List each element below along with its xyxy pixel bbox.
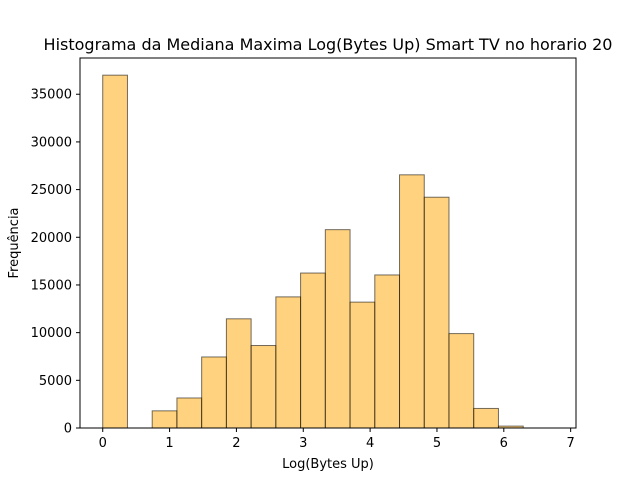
histogram-bar-0 (102, 74, 128, 429)
plot-frame (79, 57, 577, 429)
x-tick-label: 6 (500, 436, 508, 451)
histogram-bar-15 (473, 407, 499, 429)
chart-title: Histograma da Mediana Maxima Log(Bytes U… (44, 35, 613, 54)
histogram-bar-2 (151, 410, 178, 429)
histogram-bar-10 (349, 301, 376, 429)
x-tick-label: 1 (165, 436, 173, 451)
histogram-bars (102, 74, 524, 429)
x-tick-label: 3 (299, 436, 307, 451)
histogram-bar-14 (448, 333, 475, 429)
y-axis: 0 5000 10000 15000 20000 25000 30000 35000 (31, 88, 80, 437)
x-axis: 0 1 2 3 4 5 6 7 (99, 428, 575, 451)
y-tick-label: 35000 (31, 88, 72, 103)
x-axis-title: Log(Bytes Up) (282, 457, 374, 472)
y-tick-label: 30000 (31, 135, 72, 150)
x-tick-label: 5 (433, 436, 441, 451)
histogram-bar-3 (176, 397, 203, 429)
histogram-bar-13 (423, 196, 450, 429)
x-tick-label: 2 (232, 436, 240, 451)
y-axis-title: Frequência (7, 207, 22, 278)
histogram-bar-5 (225, 318, 252, 429)
histogram-bar-12 (399, 174, 425, 429)
y-tick-label: 10000 (31, 326, 72, 341)
histogram-bar-9 (324, 229, 351, 429)
x-tick-label: 4 (366, 436, 374, 451)
histogram-bar-7 (275, 296, 302, 429)
histogram-bar-6 (250, 345, 277, 429)
histogram-bar-8 (300, 272, 326, 429)
histogram-bar-11 (374, 274, 401, 429)
x-tick-label: 7 (567, 436, 575, 451)
y-tick-label: 25000 (31, 183, 72, 198)
histogram-bar-4 (201, 356, 227, 429)
y-tick-label: 20000 (31, 231, 72, 246)
y-tick-label: 0 (64, 422, 72, 437)
y-tick-label: 15000 (31, 278, 72, 293)
y-tick-label: 5000 (39, 374, 72, 389)
x-tick-label: 0 (99, 436, 107, 451)
